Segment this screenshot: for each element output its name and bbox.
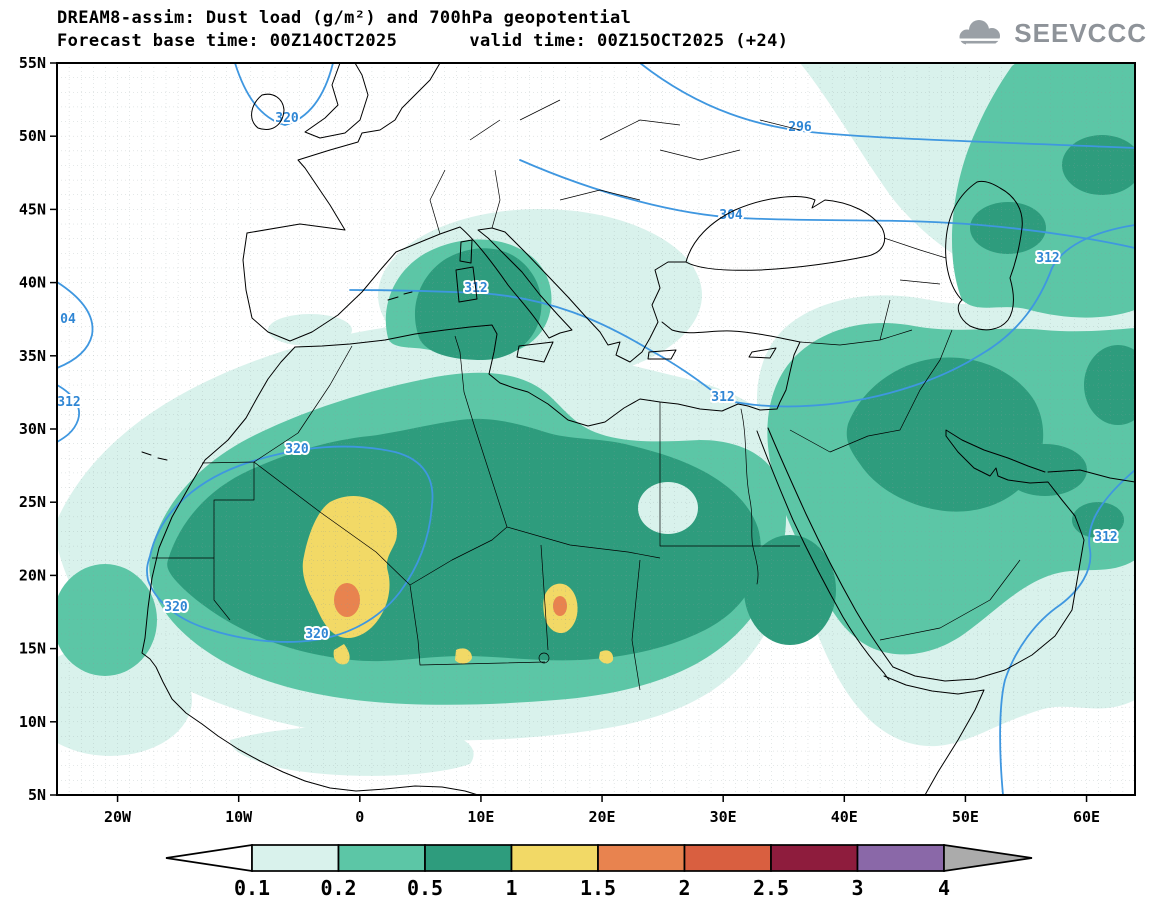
dust-fill-1p5 [334,583,567,617]
valid-time: valid time: 00Z15OCT2025 (+24) [469,31,789,51]
colorbar-legend: 0.1 0.2 0.5 1 1.5 2 2.5 3 4 [165,844,1033,900]
x-tick-label: 40E [831,808,858,826]
y-tick-label: 10N [19,713,46,731]
geopotential-label: 320 [164,600,188,615]
colorbar-label: 2 [678,876,690,900]
x-tick-label: 0 [355,808,364,826]
x-tick-label: 20W [104,808,132,826]
geopotential-label: 320 [275,111,299,126]
dust-fill-1 [302,496,614,665]
colorbar-label: 1 [505,876,517,900]
logo-wordmark: SEEVCCC [1014,17,1147,48]
geopotential-label: 312 [711,390,734,405]
y-tick-label: 35N [19,347,46,365]
geopotential-label: 312 [1036,251,1059,266]
x-tick-label: 10E [467,808,494,826]
y-tick-label: 45N [19,200,46,218]
cloud-icon [959,20,1004,46]
light-hole [638,482,698,534]
colorbar-label: 0.5 [407,876,443,900]
dust-fill-0p5 [167,135,1135,662]
y-tick-label: 15N [19,640,46,658]
y-tick-label: 30N [19,420,46,438]
y-tick-label: 55N [19,54,46,72]
colorbar-label: 3 [851,876,863,900]
geopotential-label: 04 [60,312,76,327]
country-borders [152,99,1021,691]
chart-title: DREAM8-assim: Dust load (g/m²) and 700hP… [57,8,632,28]
colorbar-label: 4 [938,876,950,900]
x-tick-label: 30E [710,808,737,826]
x-tick-label: 60E [1073,808,1100,826]
y-tick-label: 25N [19,493,46,511]
colorbar-label: 0.1 [234,876,270,900]
coastlines [141,63,1135,795]
geopotential-label: 296 [788,120,812,135]
x-tick-label: 20E [589,808,616,826]
geopotential-label: 320 [285,442,309,457]
colorbar-label: 1.5 [580,876,616,900]
chart-subtitle: Forecast base time: 00Z14OCT2025 valid t… [57,31,788,51]
colorbar-label: 0.2 [320,876,356,900]
x-tick-label: 50E [952,808,979,826]
y-tick-label: 5N [28,786,46,804]
y-tick-label: 50N [19,127,46,145]
seevccc-logo: SEEVCCC [954,16,1147,50]
colorbar-label: 2.5 [753,876,789,900]
map-axes: 55N 50N 45N 40N 35N 30N 25N 20N 15N 10N 5N 20W 10W 0 1… [19,54,1136,826]
geopotential-label: 320 [305,627,329,642]
y-tick-label: 20N [19,566,46,584]
y-tick-label: 40N [19,274,46,292]
forecast-base-time: Forecast base time: 00Z14OCT2025 [57,31,398,51]
geopotential-label: 312 [1094,530,1117,545]
geopotential-label: 304 [719,208,743,223]
geopotential-label: 312 [57,395,80,410]
x-tick-label: 10W [225,808,253,826]
